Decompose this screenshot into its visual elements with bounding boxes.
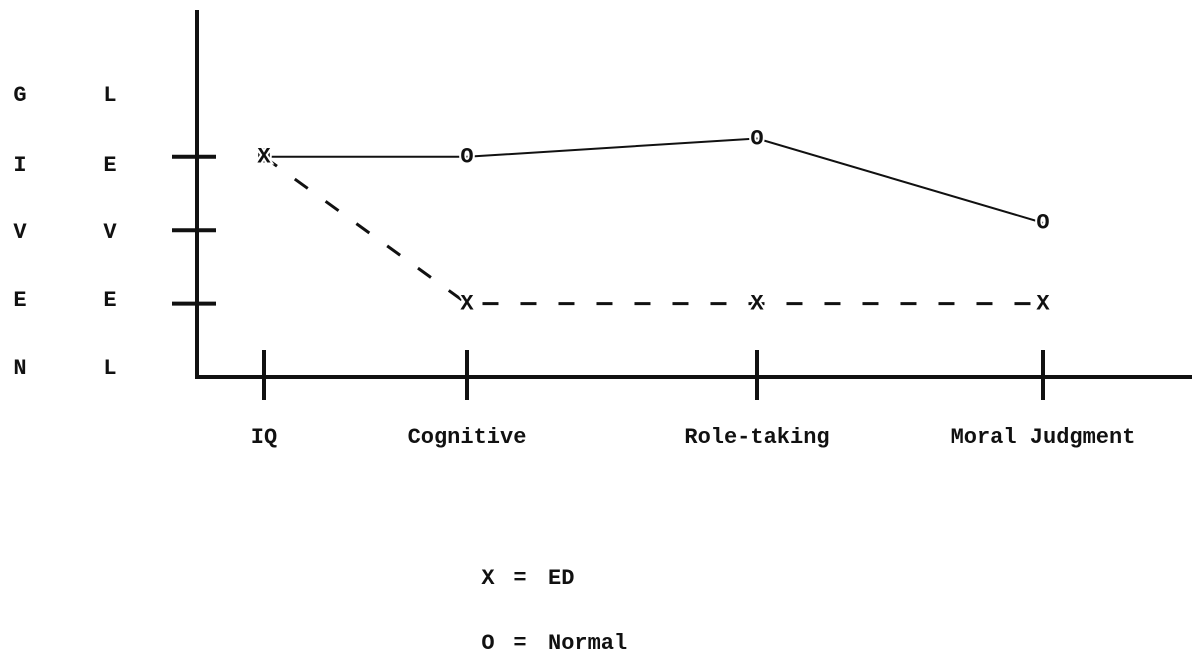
series-line (264, 137, 1044, 224)
point-marker: X (460, 291, 474, 316)
point-marker: O (1036, 211, 1049, 236)
y-axis-label-letter: N (13, 356, 26, 381)
point-marker: O (460, 145, 473, 170)
y-axis-label-letter: L (103, 83, 116, 108)
point-marker: O (750, 126, 763, 151)
y-axis-label-letter: V (103, 220, 117, 245)
x-tick-label: Role-taking (684, 425, 829, 450)
legend-label: ED (548, 566, 574, 591)
point-marker: X (1036, 291, 1050, 316)
y-axis-label-letter: G (13, 83, 26, 108)
y-axis-label-letter: E (103, 153, 116, 178)
legend-marker: X (481, 566, 495, 591)
y-axis-label-letter: L (103, 356, 116, 381)
x-tick-label: Cognitive (408, 425, 527, 450)
legend-separator: = (513, 631, 526, 656)
legend-separator: = (513, 566, 526, 591)
legend-label: Normal (548, 631, 627, 656)
y-axis-label-letter: E (13, 288, 26, 313)
point-marker: X (257, 145, 271, 170)
x-tick-label: Moral Judgment (951, 425, 1136, 450)
point-marker: X (750, 291, 764, 316)
y-axis-label-letter: I (13, 153, 26, 178)
y-axis-label-letter: E (103, 288, 116, 313)
y-axis-label-letter: V (13, 220, 27, 245)
x-tick-label: IQ (251, 425, 277, 450)
series-line (263, 155, 1043, 306)
legend-marker: O (481, 631, 494, 656)
